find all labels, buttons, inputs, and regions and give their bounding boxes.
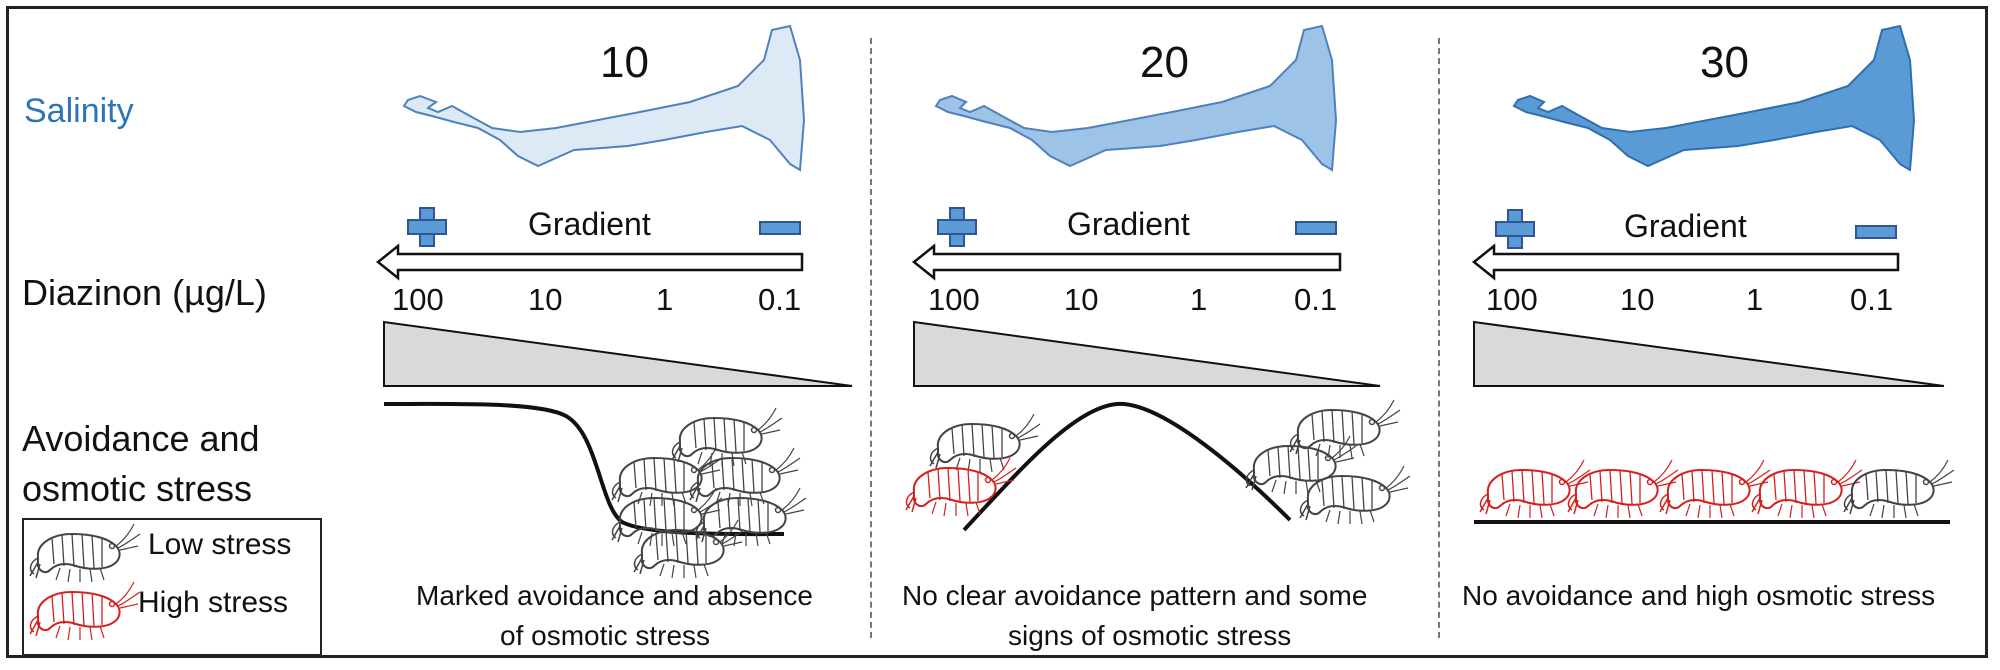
panel-2-plus-icon	[937, 207, 977, 247]
legend-box	[22, 518, 322, 656]
panel-2-gradient-label: Gradient	[1067, 206, 1190, 242]
panel-2-estuary-shape	[934, 24, 1338, 172]
panel-3-tick-100: 100	[1486, 282, 1538, 317]
panel-1-shrimp	[611, 447, 723, 507]
panel-2-shrimp	[1289, 399, 1401, 459]
panel-2-tick-10: 10	[1064, 282, 1099, 317]
panel-3-concentration-triangle	[1473, 320, 1945, 387]
panel-3-gradient-arrow	[1471, 243, 1900, 281]
avoidance-row-label-line1: Avoidance and	[22, 418, 260, 459]
panel-3-shrimp	[1479, 459, 1591, 519]
salinity-row-label: Salinity	[24, 92, 134, 130]
panel-2-minus-icon	[1295, 221, 1337, 235]
legend-high-stress-shrimp	[29, 581, 141, 641]
panel-1-tick-1: 1	[656, 282, 674, 317]
panel-1-salinity-value: 10	[600, 38, 649, 87]
panel-2-tick-0.1: 0.1	[1294, 282, 1338, 317]
legend-low-stress-shrimp	[29, 523, 141, 583]
panel-3-caption-line1: No avoidance and high osmotic stress	[1462, 580, 1936, 611]
diazinon-row-label: Diazinon (µg/L)	[22, 272, 267, 313]
panel-3-tick-10: 10	[1620, 282, 1655, 317]
panel-3-tick-0.1: 0.1	[1850, 282, 1894, 317]
panel-2-gradient-arrow	[911, 243, 1342, 281]
panel-1-caption-line1: Marked avoidance and absence	[416, 580, 813, 611]
avoidance-row-label-line2: osmotic stress	[22, 468, 253, 509]
figure-frame	[6, 6, 1988, 658]
panel-1-plus-icon	[407, 207, 447, 247]
panel-2-response-curve	[962, 401, 1292, 532]
panel-3-tick-1: 1	[1746, 282, 1764, 317]
panel-2-caption-line1: No clear avoidance pattern and some	[902, 580, 1368, 611]
panel-1-minus-icon	[759, 221, 801, 235]
panel-2-concentration-triangle	[913, 320, 1381, 387]
panel-2-tick-100: 100	[928, 282, 980, 317]
panel-2-shrimp	[905, 457, 1017, 517]
panel-2-tick-1: 1	[1190, 282, 1208, 317]
panel-1-tick-0.1: 0.1	[758, 282, 802, 317]
panel-2-caption-line2: signs of osmotic stress	[1008, 620, 1292, 651]
panel-2-salinity-value: 20	[1140, 38, 1189, 87]
panel-3-minus-icon	[1855, 225, 1897, 239]
legend-low-label: Low stress	[148, 528, 292, 561]
panel-1-tick-10: 10	[528, 282, 563, 317]
panel-divider	[1438, 38, 1440, 638]
panel-3-estuary-shape	[1512, 24, 1916, 172]
panel-2-shrimp	[1245, 435, 1357, 495]
panel-divider	[870, 38, 872, 638]
legend-high-label: High stress	[138, 586, 289, 619]
panel-1-concentration-triangle	[383, 320, 853, 387]
panel-1-estuary-shape	[402, 24, 806, 172]
panel-1-tick-100: 100	[392, 282, 444, 317]
panel-2-shrimp	[929, 413, 1041, 473]
panel-3-shrimp	[1843, 459, 1955, 519]
panel-2-shrimp	[1299, 465, 1411, 525]
panel-3-gradient-label: Gradient	[1624, 208, 1747, 244]
panel-1-caption-line2: of osmotic stress	[500, 620, 711, 651]
panel-3-salinity-value: 30	[1700, 38, 1749, 87]
panel-3-plus-icon	[1495, 209, 1535, 249]
panel-1-gradient-label: Gradient	[528, 206, 651, 242]
panel-1-gradient-arrow	[375, 243, 804, 281]
